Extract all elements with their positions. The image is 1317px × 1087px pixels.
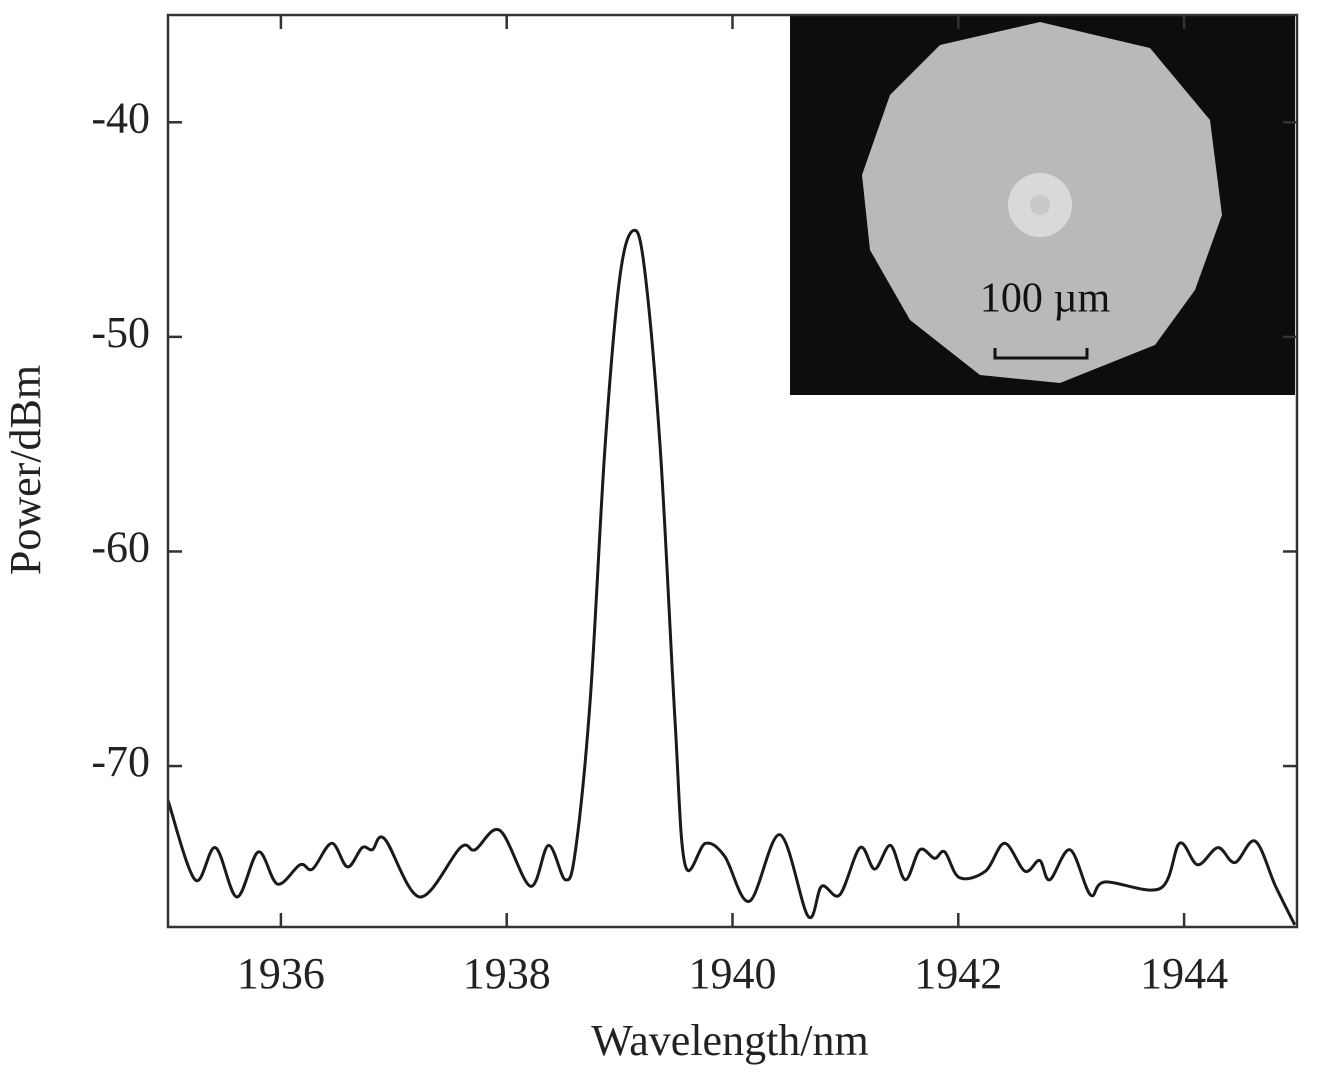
x-axis-label: Wavelength/nm (591, 1016, 869, 1065)
x-tick-label: 1936 (237, 949, 325, 998)
fiber-core-center (1030, 195, 1050, 215)
y-tick-label: -70 (91, 737, 150, 786)
y-axis-label: Power/dBm (1, 365, 50, 575)
plot-frame (166, 13, 1299, 929)
x-tick-label: 1940 (689, 949, 777, 998)
inset: 100 µm (790, 15, 1295, 395)
x-tick-label: 1938 (463, 949, 551, 998)
y-tick-label: -40 (91, 93, 150, 142)
inset-label: 100 µm (980, 276, 1111, 322)
x-tick-label: 1944 (1140, 949, 1228, 998)
x-tick-label: 1942 (914, 949, 1002, 998)
y-tick-label: -50 (91, 308, 150, 357)
y-tick-label: -60 (91, 523, 150, 572)
spectrum-line (168, 228, 1297, 926)
scale-bar (993, 348, 1089, 360)
line-layer (168, 228, 1297, 926)
